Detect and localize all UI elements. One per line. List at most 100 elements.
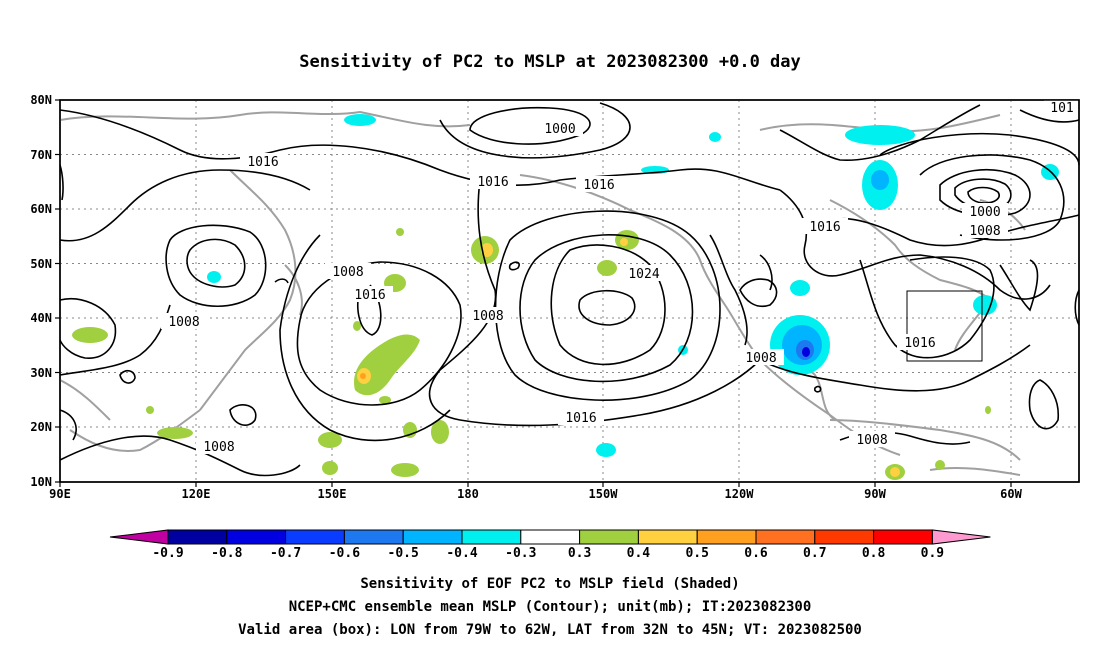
contour-label: 1000 — [969, 205, 1000, 220]
shade-region — [379, 396, 391, 404]
contour-labels: 1000 101 1016 1016 1016 1000 1008 1016 1… — [161, 100, 1078, 455]
contour-label: 1016 — [477, 175, 508, 190]
colorbar-segment — [637, 529, 698, 545]
shade-region — [391, 463, 419, 477]
figure-title: Sensitivity of PC2 to MSLP at 2023082300… — [299, 52, 801, 72]
colorbar-segment — [402, 529, 463, 545]
colorbar-tick-label: -0.5 — [388, 546, 419, 561]
contour-label: 1016 — [809, 220, 840, 235]
colorbar-segment — [520, 529, 581, 545]
lon-tick-label: 150E — [318, 487, 347, 501]
colorbar-segment — [343, 529, 404, 545]
shade-region — [985, 406, 991, 414]
shade-region — [709, 132, 721, 142]
colorbar: -0.9 -0.8 -0.7 -0.6 -0.5 -0.4 -0.3 0.3 0.4 0.5 0.6… — [109, 529, 991, 561]
caption-line-3: Valid area (box): LON from 79W to 62W, L… — [238, 622, 862, 638]
shade-region — [360, 373, 366, 379]
shade-region — [72, 327, 108, 343]
colorbar-tick-label: -0.8 — [211, 546, 242, 561]
colorbar-segment — [461, 529, 522, 545]
colorbar-tick-label: -0.7 — [270, 546, 301, 561]
colorbar-segment — [167, 529, 228, 545]
colorbar-segment — [873, 529, 933, 545]
colorbar-segment — [226, 529, 287, 545]
map-panel: 1000 101 1016 1016 1016 1000 1008 1016 1… — [59, 99, 1080, 483]
lat-tick-label: 80N — [30, 93, 52, 107]
colorbar-tick-label: 0.6 — [744, 546, 768, 561]
contour-label: 1016 — [354, 288, 385, 303]
colorbar-segment — [814, 529, 875, 545]
contour-label: 101 — [1050, 101, 1073, 116]
colorbar-segment — [696, 529, 757, 545]
colorbar-tick-label: 0.7 — [803, 546, 826, 561]
lat-tick-label: 30N — [30, 366, 52, 380]
shade-region — [802, 347, 810, 357]
sensitivity-shading — [72, 114, 1059, 480]
lat-tick-label: 40N — [30, 311, 52, 325]
colorbar-tick-label: 0.8 — [862, 546, 886, 561]
colorbar-tick-label: 0.3 — [568, 546, 591, 561]
shade-region — [871, 170, 889, 190]
contour-label: 1008 — [472, 309, 503, 324]
colorbar-tick-label: -0.3 — [505, 546, 536, 561]
contour-label: 1016 — [247, 155, 278, 170]
caption-line-2: NCEP+CMC ensemble mean MSLP (Contour); u… — [289, 599, 812, 615]
shade-region — [344, 114, 376, 126]
lon-axis-labels: 90E 120E 150E 180 150W 120W 90W 60W — [49, 487, 1022, 501]
shade-region — [597, 260, 617, 276]
colorbar-tick-label: -0.9 — [152, 546, 183, 561]
shade-region — [354, 334, 420, 396]
lat-tick-label: 50N — [30, 257, 52, 271]
shade-region — [318, 432, 342, 448]
shade-region — [845, 125, 915, 145]
colorbar-tick-label: 0.5 — [685, 546, 708, 561]
lat-tick-label: 70N — [30, 148, 52, 162]
shade-region — [353, 321, 361, 331]
lat-tick-label: 20N — [30, 420, 52, 434]
colorbar-segment — [579, 529, 639, 545]
shade-region — [481, 243, 493, 257]
contour-label: 1016 — [583, 178, 614, 193]
shade-region — [146, 406, 154, 414]
graticule — [60, 100, 1079, 482]
contour-label: 1008 — [332, 265, 363, 280]
map-border — [59, 99, 1080, 483]
colorbar-max-extension — [931, 529, 991, 545]
valid-area-box — [906, 290, 983, 362]
lat-tick-label: 10N — [30, 475, 52, 489]
shade-region — [207, 271, 221, 283]
lon-tick-label: 90W — [864, 487, 886, 501]
contour-label: 1008 — [168, 315, 199, 330]
shade-region — [322, 461, 338, 475]
mslp-contours — [59, 102, 1080, 477]
lat-tick-label: 60N — [30, 202, 52, 216]
colorbar-tick-label: 0.4 — [627, 546, 651, 561]
axis-ticks — [55, 99, 1012, 487]
shade-region — [596, 443, 616, 457]
lon-tick-label: 150W — [589, 487, 619, 501]
lon-tick-label: 180 — [457, 487, 479, 501]
lon-tick-label: 120E — [182, 487, 211, 501]
shade-region — [620, 238, 628, 246]
shade-region — [790, 280, 810, 296]
contour-label: 1016 — [904, 336, 935, 351]
contour-label: 1016 — [565, 411, 596, 426]
shade-region — [157, 427, 193, 439]
contour-label: 1008 — [745, 351, 776, 366]
contour-label: 1000 — [544, 122, 575, 137]
lon-tick-label: 120W — [725, 487, 755, 501]
shade-region — [890, 467, 900, 477]
shade-region — [396, 228, 404, 236]
shade-region — [431, 420, 449, 444]
colorbar-min-extension — [109, 529, 169, 545]
colorbar-segment — [285, 529, 345, 545]
shade-region — [935, 460, 945, 470]
colorbar-segment — [755, 529, 816, 545]
caption-line-1: Sensitivity of EOF PC2 to MSLP field (Sh… — [360, 576, 739, 592]
contour-label: 1024 — [628, 267, 659, 282]
colorbar-tick-label: -0.6 — [329, 546, 360, 561]
contour-label: 1008 — [856, 433, 887, 448]
shade-region — [973, 295, 997, 315]
lon-tick-label: 90E — [49, 487, 71, 501]
